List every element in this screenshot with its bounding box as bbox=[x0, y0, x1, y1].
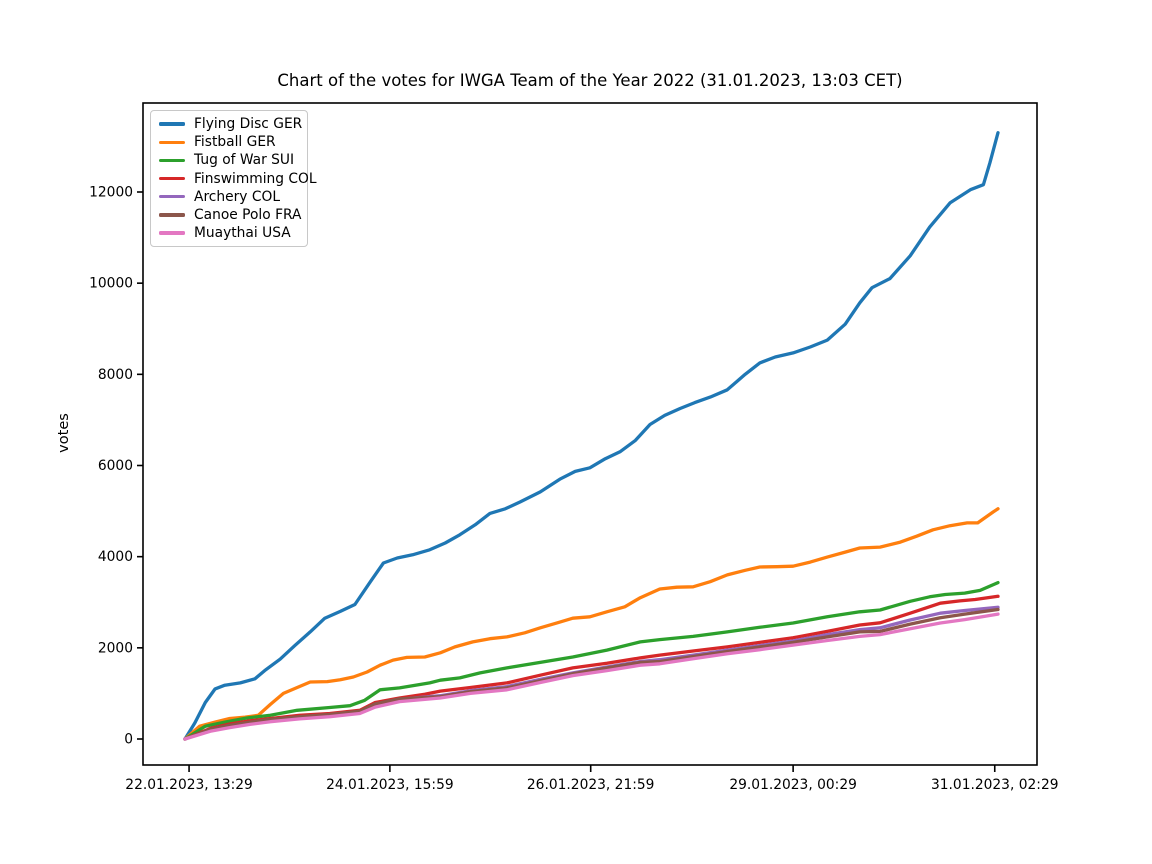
series-line-tug-of-war-sui bbox=[183, 580, 1000, 741]
legend-item-archery-col: Archery COL bbox=[159, 189, 301, 205]
chart-title: Chart of the votes for IWGA Team of the … bbox=[277, 71, 903, 90]
y-tick-label: 8000 bbox=[98, 367, 133, 383]
series-line-fistball-ger bbox=[183, 507, 1000, 741]
legend-item-flying-disc-ger: Flying Disc GER bbox=[159, 116, 303, 133]
legend-line-icon bbox=[159, 140, 185, 144]
legend-line-icon bbox=[159, 231, 185, 235]
legend-line-icon bbox=[159, 176, 185, 181]
legend-item-fistball-ger: Fistball GER bbox=[159, 134, 301, 150]
y-tick-label: 10000 bbox=[89, 276, 133, 292]
legend-label: Fistball GER bbox=[194, 134, 276, 151]
x-tick-label: 22.01.2023, 13:29 bbox=[125, 777, 253, 793]
x-tick-label: 26.01.2023, 21:59 bbox=[527, 777, 655, 793]
y-tick-label: 2000 bbox=[98, 640, 133, 656]
series-line-flying-disc-ger bbox=[183, 131, 1000, 741]
legend-label: Flying Disc GER bbox=[194, 116, 303, 133]
legend-item-muaythai-usa: Muaythai USA bbox=[159, 225, 301, 241]
y-tick-label: 6000 bbox=[98, 458, 133, 474]
legend-line-icon bbox=[159, 158, 185, 163]
legend-line-icon bbox=[159, 122, 185, 126]
legend-line-icon bbox=[159, 194, 185, 199]
legend: Flying Disc GER Fistball GER Tug of War SU… bbox=[150, 110, 317, 247]
y-tick-label: 4000 bbox=[98, 549, 133, 565]
legend-label: Tug of War SUI bbox=[194, 152, 295, 169]
legend-label: Canoe Polo FRA bbox=[194, 206, 302, 223]
legend-item-canoe-polo-fra: Canoe Polo FRA bbox=[159, 207, 301, 223]
x-tick-label: 29.01.2023, 00:29 bbox=[729, 777, 857, 793]
series-line-muaythai-usa bbox=[183, 612, 1000, 741]
series-line-canoe-polo-fra bbox=[183, 607, 1000, 741]
x-tick-label: 24.01.2023, 15:59 bbox=[326, 777, 454, 793]
y-tick-label: 12000 bbox=[89, 185, 133, 201]
legend-item-finswimming-col: Finswimming COL bbox=[159, 171, 317, 187]
y-tick-label: 0 bbox=[124, 732, 133, 748]
legend-item-tug-of-war-sui: Tug of War SUI bbox=[159, 152, 301, 168]
legend-label: Finswimming COL bbox=[194, 170, 317, 187]
x-tick-label: 31.01.2023, 02:29 bbox=[931, 777, 1059, 793]
plot-border bbox=[142, 102, 1038, 766]
legend-label: Archery COL bbox=[194, 188, 281, 205]
legend-line-icon bbox=[159, 213, 185, 217]
legend-label: Muaythai USA bbox=[194, 224, 291, 241]
